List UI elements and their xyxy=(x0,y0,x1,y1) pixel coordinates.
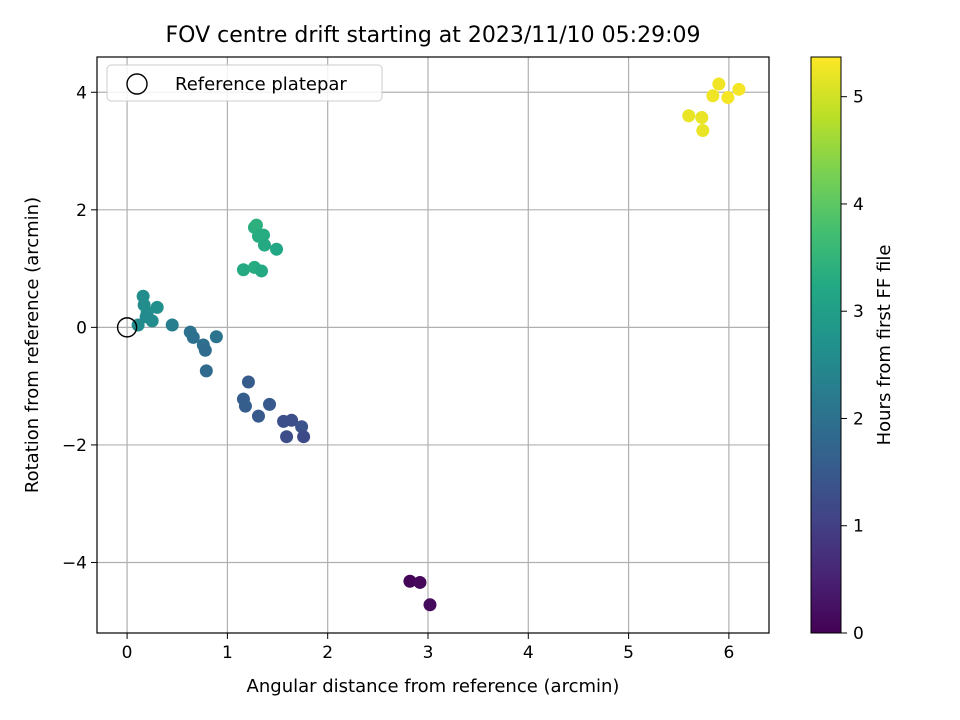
data-point xyxy=(165,318,179,332)
colorbar-tick-label: 2 xyxy=(853,409,864,429)
data-point xyxy=(236,263,250,277)
legend-marker-hollow-circle xyxy=(126,73,148,95)
data-point xyxy=(423,598,437,612)
colorbar-tick-label: 5 xyxy=(853,88,864,108)
colorbar-ticks: 0 1 2 3 4 5 xyxy=(841,88,864,644)
colorbar-gradient xyxy=(810,56,842,634)
x-tick-label: 4 xyxy=(523,643,534,663)
data-point xyxy=(706,89,720,103)
data-point xyxy=(712,77,726,91)
data-point xyxy=(238,399,252,413)
colorbar-tick-label: 1 xyxy=(853,517,864,537)
y-tick-label: 0 xyxy=(76,318,87,338)
data-point xyxy=(263,397,277,411)
y-tick-label: 2 xyxy=(76,201,87,221)
data-point xyxy=(297,430,311,444)
x-tick-label: 0 xyxy=(122,643,133,663)
colorbar-tick-label: 0 xyxy=(853,624,864,644)
x-tick-label: 6 xyxy=(723,643,734,663)
colorbar: 0 1 2 3 4 5 Hours from first FF file xyxy=(810,56,895,644)
y-tick-label: −4 xyxy=(62,553,87,573)
data-point xyxy=(251,409,265,423)
y-axis-ticks: −4 −2 0 2 4 xyxy=(62,83,97,573)
plot-area-frame xyxy=(96,56,770,634)
data-point xyxy=(150,300,164,314)
legend: Reference platepar xyxy=(106,64,383,102)
data-point xyxy=(721,91,735,105)
x-tick-label: 3 xyxy=(423,643,434,663)
data-point xyxy=(186,330,200,344)
x-tick-label: 2 xyxy=(322,643,333,663)
data-point xyxy=(139,310,153,324)
y-axis-label: Rotation from reference (arcmin) xyxy=(22,197,43,493)
data-point xyxy=(241,375,255,389)
data-point xyxy=(256,228,270,242)
x-axis-label: Angular distance from reference (arcmin) xyxy=(247,676,620,697)
colorbar-tick-label: 3 xyxy=(853,302,864,322)
data-point xyxy=(199,364,213,378)
data-point xyxy=(403,574,417,588)
data-point xyxy=(682,109,696,123)
legend-box xyxy=(106,64,383,102)
chart-title: FOV centre drift starting at 2023/11/10 … xyxy=(166,23,701,48)
x-tick-label: 1 xyxy=(222,643,233,663)
data-point xyxy=(280,430,294,444)
colorbar-tick-label: 4 xyxy=(853,195,864,215)
reference-platepar-marker xyxy=(116,317,138,338)
x-axis-ticks: 0 1 2 3 4 5 6 xyxy=(122,633,734,663)
data-point xyxy=(257,238,271,252)
data-point xyxy=(209,330,223,344)
reference-platepar-point xyxy=(116,317,138,338)
data-point xyxy=(295,420,309,434)
data-point xyxy=(285,413,299,427)
scatter-points xyxy=(131,77,746,612)
data-point xyxy=(198,343,212,357)
data-point xyxy=(413,575,427,589)
y-tick-label: −2 xyxy=(62,436,87,456)
data-point xyxy=(249,218,263,232)
data-point xyxy=(270,242,284,256)
x-tick-label: 5 xyxy=(623,643,634,663)
data-point xyxy=(695,111,709,125)
data-point xyxy=(732,82,746,96)
data-point xyxy=(696,123,710,137)
y-tick-label: 4 xyxy=(76,83,87,103)
colorbar-label: Hours from first FF file xyxy=(874,245,895,446)
data-point xyxy=(254,264,268,278)
legend-entry-label: Reference platepar xyxy=(175,74,347,95)
